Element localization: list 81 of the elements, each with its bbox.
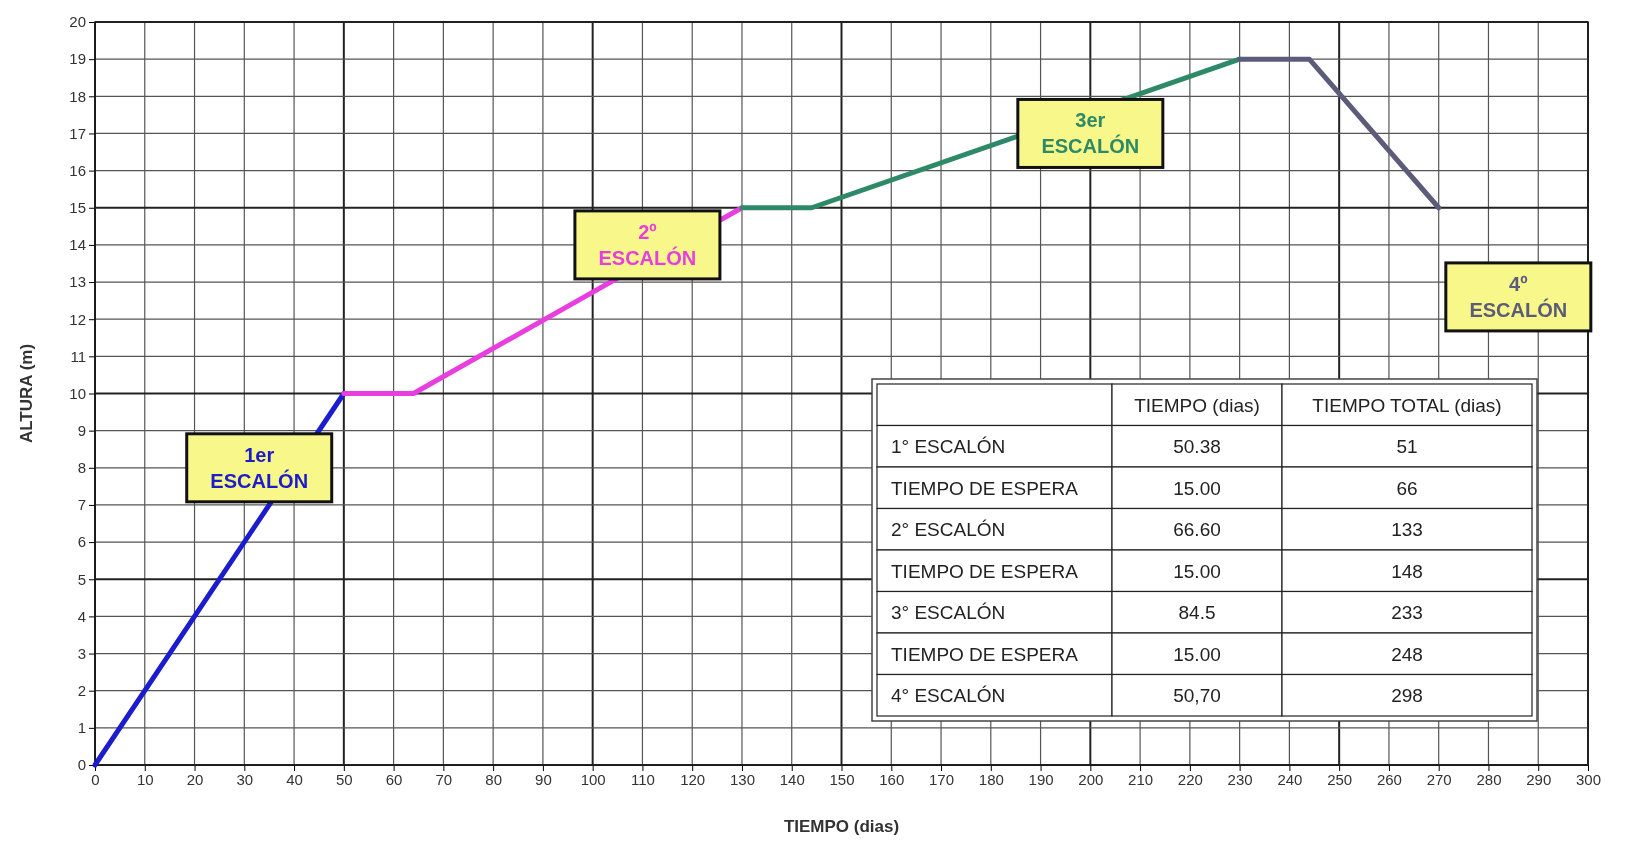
annotation: 50.38 <box>1173 436 1221 458</box>
y-tick-label: 6 <box>77 533 86 551</box>
y-tick-label: 16 <box>69 161 86 179</box>
x-tick-label: 200 <box>1078 770 1104 788</box>
y-tick-label: 10 <box>69 384 86 402</box>
y-tick-label: 9 <box>77 421 86 439</box>
y-tick-label: 0 <box>77 756 86 774</box>
x-tick-label: 260 <box>1376 770 1402 788</box>
x-tick-label: 270 <box>1426 770 1452 788</box>
x-tick-label: 130 <box>729 770 755 788</box>
annotation: 1° ESCALÓN <box>891 436 1006 458</box>
annotation: 298 <box>1391 685 1423 707</box>
annotation: 4° ESCALÓN <box>891 685 1006 707</box>
x-tick-label: 70 <box>435 770 453 788</box>
x-tick-label: 230 <box>1227 770 1253 788</box>
y-tick-label: 3 <box>77 644 86 662</box>
x-tick-label: 40 <box>286 770 303 788</box>
x-axis-title: TIEMPO (dias) <box>783 817 900 836</box>
annotation: 133 <box>1391 519 1423 541</box>
y-tick-label: 8 <box>77 459 86 477</box>
x-tick-label: 90 <box>535 770 552 788</box>
x-tick-label: 80 <box>485 770 502 788</box>
annotation: TIEMPO DE ESPERA <box>891 477 1079 499</box>
annotation: 248 <box>1391 643 1423 665</box>
y-tick-label: 20 <box>69 13 86 31</box>
x-tick-label: 150 <box>829 770 855 788</box>
y-tick-label: 12 <box>69 310 86 328</box>
x-tick-label: 50 <box>335 770 353 788</box>
x-tick-label: 190 <box>1028 770 1054 788</box>
x-tick-label: 110 <box>630 770 655 788</box>
annotation: 2° ESCALÓN <box>891 519 1006 541</box>
text: 4º ESCALÓN <box>1469 272 1568 321</box>
x-tick-label: 210 <box>1128 770 1154 788</box>
series-label: 2º ESCALÓN <box>598 220 697 269</box>
annotation: 50,70 <box>1173 685 1221 707</box>
annotation: 84.5 <box>1178 602 1216 624</box>
y-tick-label: 7 <box>77 496 86 514</box>
x-tick-label: 300 <box>1575 770 1602 788</box>
series-label: 1er ESCALÓN <box>210 443 309 492</box>
annotation: 233 <box>1391 602 1423 624</box>
x-tick-label: 280 <box>1476 770 1502 788</box>
y-tick-label: 2 <box>77 682 86 699</box>
annotation: 66.60 <box>1173 519 1221 541</box>
annotation: 15.00 <box>1173 560 1221 582</box>
y-tick-label: 4 <box>77 607 86 625</box>
x-tick-label: 160 <box>879 770 905 788</box>
y-axis-title: ALTURA (m) <box>17 343 36 444</box>
y-tick-label: 15 <box>69 199 86 217</box>
y-tick-label: 19 <box>69 50 86 68</box>
x-tick-label: 240 <box>1277 770 1303 788</box>
y-tick-label: 14 <box>69 236 86 254</box>
annotation: TIEMPO TOTAL (dias) <box>1312 394 1502 416</box>
y-tick-label: 1 <box>77 719 86 737</box>
x-tick-label: 180 <box>978 770 1004 788</box>
y-tick-label: 13 <box>69 273 86 291</box>
x-tick-label: 0 <box>91 770 100 788</box>
annotation: 51 <box>1396 436 1418 458</box>
annotation: TIEMPO (dias) <box>1134 394 1260 416</box>
x-tick-label: 10 <box>136 770 154 788</box>
y-tick-label: 17 <box>69 124 86 142</box>
annotation: 66 <box>1396 477 1418 499</box>
annotation: 15.00 <box>1173 643 1221 665</box>
x-tick-label: 30 <box>236 770 254 788</box>
annotation: 148 <box>1391 560 1423 582</box>
x-tick-label: 290 <box>1526 770 1552 788</box>
x-tick-label: 220 <box>1177 770 1203 788</box>
y-tick-label: 5 <box>77 570 86 588</box>
series-label: 3er ESCALÓN <box>1041 109 1140 158</box>
annotation: 15.00 <box>1173 477 1221 499</box>
x-tick-label: 20 <box>186 770 204 788</box>
y-tick-label: 18 <box>69 87 86 105</box>
x-tick-label: 60 <box>385 770 403 788</box>
annotation: TIEMPO DE ESPERA <box>891 560 1079 582</box>
x-tick-label: 100 <box>580 770 606 788</box>
x-tick-label: 120 <box>680 770 706 788</box>
y-tick-label: 11 <box>70 347 86 365</box>
x-tick-label: 140 <box>779 770 805 788</box>
annotation: TIEMPO DE ESPERA <box>891 643 1079 665</box>
x-tick-label: 170 <box>929 770 955 788</box>
annotation: 3° ESCALÓN <box>891 602 1006 624</box>
x-tick-label: 250 <box>1327 770 1353 788</box>
